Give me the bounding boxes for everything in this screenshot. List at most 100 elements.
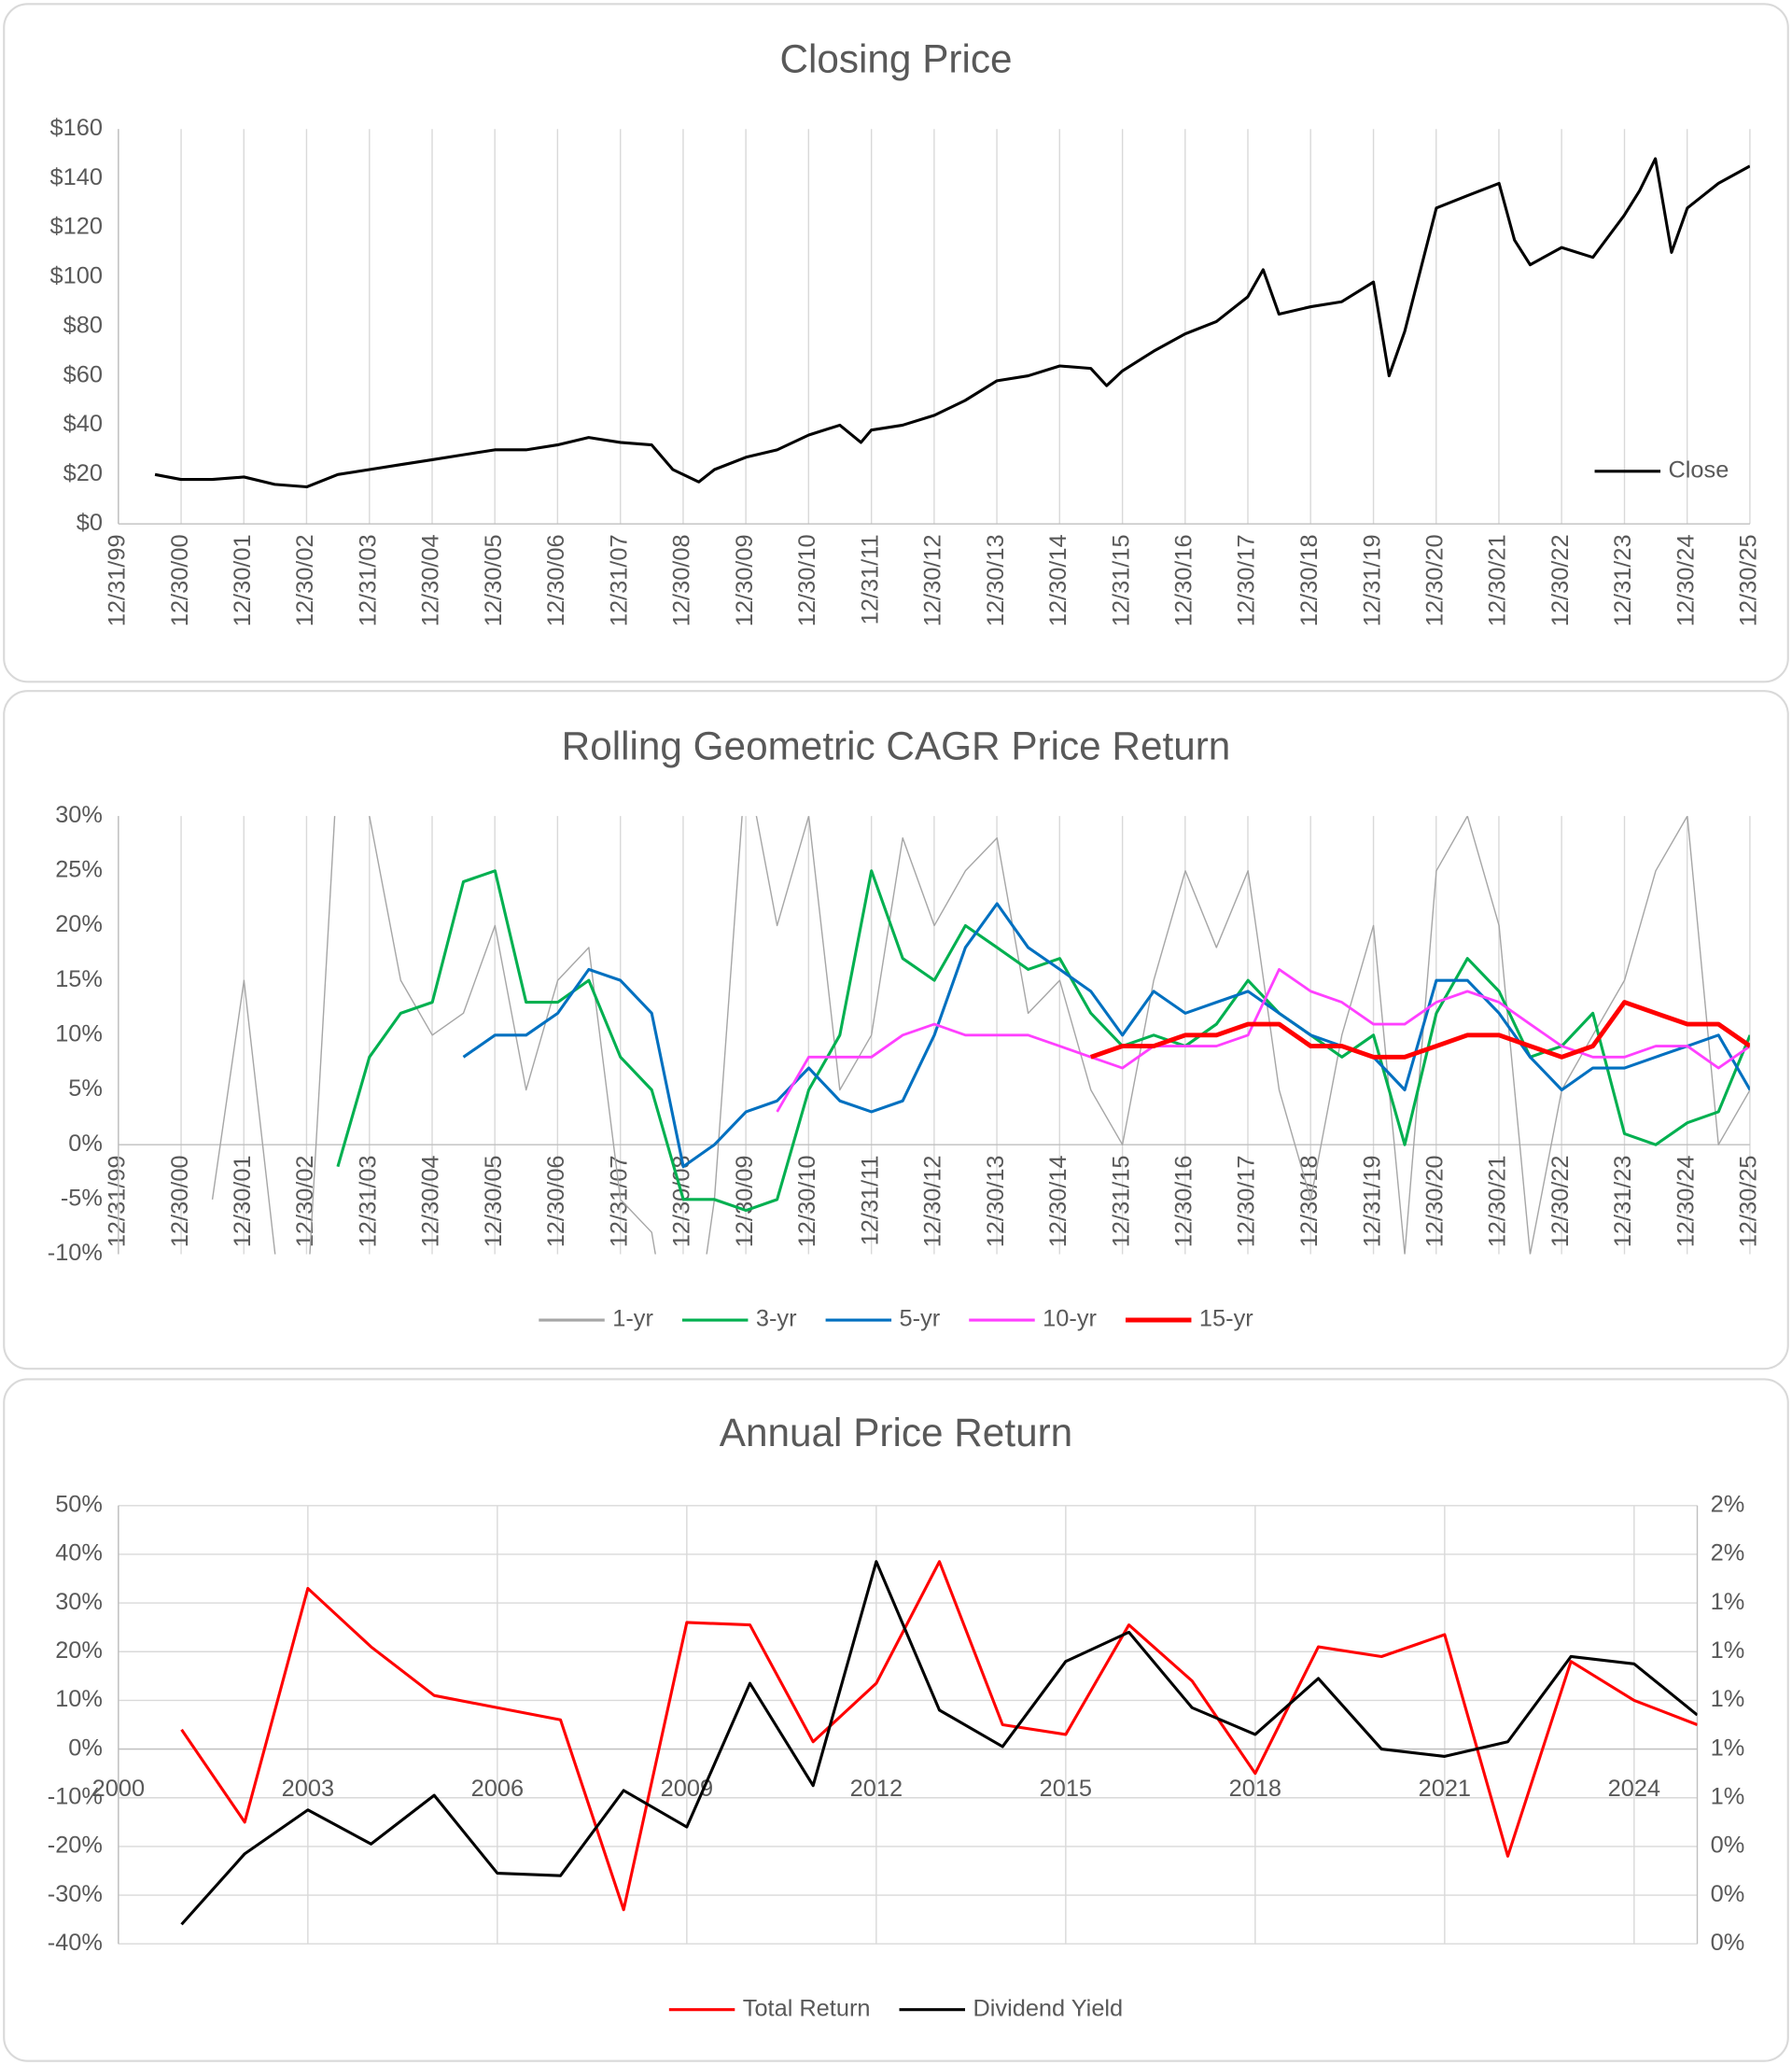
x-tick-label: 12/30/21 xyxy=(1485,1155,1511,1247)
y-tick-label: 20% xyxy=(55,911,103,937)
legend-label: 3-yr xyxy=(756,1306,797,1332)
y2-tick-label: 1% xyxy=(1711,1735,1745,1761)
legend-label: 15-yr xyxy=(1199,1306,1253,1332)
y2-tick-label: 0% xyxy=(1711,1881,1745,1907)
x-tick-label: 12/31/23 xyxy=(1610,534,1636,626)
y2-tick-label: 1% xyxy=(1711,1686,1745,1712)
x-tick-label: 12/30/20 xyxy=(1421,1155,1448,1247)
y-tick-label: $160 xyxy=(50,115,103,141)
x-tick-label: 12/31/99 xyxy=(105,1155,131,1247)
x-tick-label: 12/30/02 xyxy=(292,534,318,626)
x-tick-label: 12/30/05 xyxy=(481,534,507,626)
x-tick-label: 2009 xyxy=(661,1776,713,1802)
legend-label: Close xyxy=(1668,457,1729,483)
y-tick-label: 25% xyxy=(55,856,103,882)
x-tick-label: 12/31/11 xyxy=(857,1155,883,1245)
x-tick-label: 12/30/16 xyxy=(1171,1155,1197,1247)
y2-tick-label: 1% xyxy=(1711,1783,1745,1809)
series-line xyxy=(211,816,1750,1255)
x-tick-label: 12/30/13 xyxy=(983,534,1009,626)
y-tick-label: -30% xyxy=(48,1881,103,1907)
x-tick-label: 2018 xyxy=(1229,1776,1281,1802)
x-tick-label: 12/31/19 xyxy=(1359,534,1385,626)
legend-label: 5-yr xyxy=(900,1306,941,1332)
y-tick-label: 15% xyxy=(55,966,103,992)
x-tick-label: 12/30/12 xyxy=(920,1155,946,1247)
x-tick-label: 12/30/17 xyxy=(1234,1155,1260,1247)
y-tick-label: 40% xyxy=(55,1540,103,1566)
x-tick-label: 12/30/12 xyxy=(920,534,946,626)
chart-title: Rolling Geometric CAGR Price Return xyxy=(562,723,1231,767)
x-tick-label: 12/30/04 xyxy=(418,534,444,626)
x-tick-label: 12/31/15 xyxy=(1108,1155,1134,1247)
y-tick-label: $140 xyxy=(50,164,103,190)
y-tick-label: $20 xyxy=(63,460,103,486)
x-tick-label: 2003 xyxy=(282,1776,334,1802)
series-line xyxy=(154,157,1750,489)
legend-label: Dividend Yield xyxy=(973,1995,1123,2021)
y-tick-label: $120 xyxy=(50,214,103,240)
x-tick-label: 12/30/08 xyxy=(669,534,695,626)
legend-label: Total Return xyxy=(743,1995,871,2021)
panel xyxy=(3,690,1789,1370)
x-tick-label: 12/30/22 xyxy=(1547,534,1574,626)
chart-title: Annual Price Return xyxy=(720,1411,1072,1454)
y-tick-label: 10% xyxy=(55,1021,103,1047)
x-tick-label: 12/30/04 xyxy=(418,1155,444,1247)
x-tick-label: 12/31/03 xyxy=(356,534,382,626)
panel xyxy=(3,3,1789,683)
x-tick-label: 12/31/03 xyxy=(356,1155,382,1247)
y-tick-label: -20% xyxy=(48,1833,103,1859)
x-tick-label: 12/30/25 xyxy=(1736,534,1762,626)
x-tick-label: 12/30/05 xyxy=(481,1155,507,1247)
x-tick-label: 12/30/06 xyxy=(543,534,569,626)
legend: 1-yr 3-yr 5-yr 10-yr 15-yr xyxy=(539,1306,1253,1332)
x-tick-label: 12/31/07 xyxy=(606,1155,632,1247)
y-tick-label: 0% xyxy=(68,1735,103,1761)
x-tick-label: 2006 xyxy=(471,1776,524,1802)
x-tick-label: 12/31/15 xyxy=(1108,534,1134,626)
series-line xyxy=(180,1560,1698,1912)
x-tick-label: 12/30/17 xyxy=(1234,534,1260,626)
x-tick-label: 12/31/19 xyxy=(1359,1155,1385,1247)
x-tick-label: 12/30/13 xyxy=(983,1155,1009,1247)
x-tick-label: 12/30/10 xyxy=(794,534,820,626)
x-tick-label: 12/30/01 xyxy=(230,534,256,626)
x-tick-label: 2024 xyxy=(1608,1776,1660,1802)
x-tick-label: 12/30/25 xyxy=(1736,1155,1762,1247)
x-tick-label: 2021 xyxy=(1419,1776,1471,1802)
y-tick-label: 30% xyxy=(55,802,103,828)
x-tick-label: 12/31/07 xyxy=(606,534,632,626)
x-tick-label: 12/30/08 xyxy=(669,1155,695,1247)
y-tick-label: 20% xyxy=(55,1637,103,1664)
x-tick-label: 12/31/11 xyxy=(857,534,883,625)
legend-label: 1-yr xyxy=(612,1306,653,1332)
x-tick-label: 12/30/24 xyxy=(1673,1155,1699,1247)
x-tick-label: 12/30/22 xyxy=(1547,1155,1574,1247)
y-tick-label: -5% xyxy=(61,1186,103,1212)
y2-tick-label: 1% xyxy=(1711,1589,1745,1615)
x-tick-label: 12/30/09 xyxy=(732,534,758,626)
y2-tick-label: 1% xyxy=(1711,1637,1745,1664)
y-tick-label: $100 xyxy=(50,263,103,289)
x-tick-label: 2012 xyxy=(850,1776,903,1802)
x-tick-label: 12/30/00 xyxy=(167,1155,193,1247)
y-tick-label: 50% xyxy=(55,1491,103,1517)
x-tick-label: 12/30/00 xyxy=(167,534,193,626)
y2-tick-label: 2% xyxy=(1711,1540,1745,1566)
series-line xyxy=(1089,1000,1750,1060)
x-tick-label: 12/30/21 xyxy=(1485,534,1511,626)
y-tick-label: 0% xyxy=(68,1131,103,1157)
y-tick-label: -10% xyxy=(48,1240,103,1266)
panel xyxy=(3,1378,1789,2062)
x-tick-label: 12/31/23 xyxy=(1610,1155,1636,1247)
legend: Close xyxy=(1594,457,1729,483)
y2-tick-label: 0% xyxy=(1711,1930,1745,1956)
x-tick-label: 12/30/16 xyxy=(1171,534,1197,626)
x-tick-label: 12/30/24 xyxy=(1673,534,1699,626)
legend: Total Return Dividend Yield xyxy=(668,1995,1123,2021)
chart-title: Closing Price xyxy=(779,37,1012,81)
x-tick-label: 12/30/01 xyxy=(230,1155,256,1247)
x-tick-label: 12/30/20 xyxy=(1421,534,1448,626)
